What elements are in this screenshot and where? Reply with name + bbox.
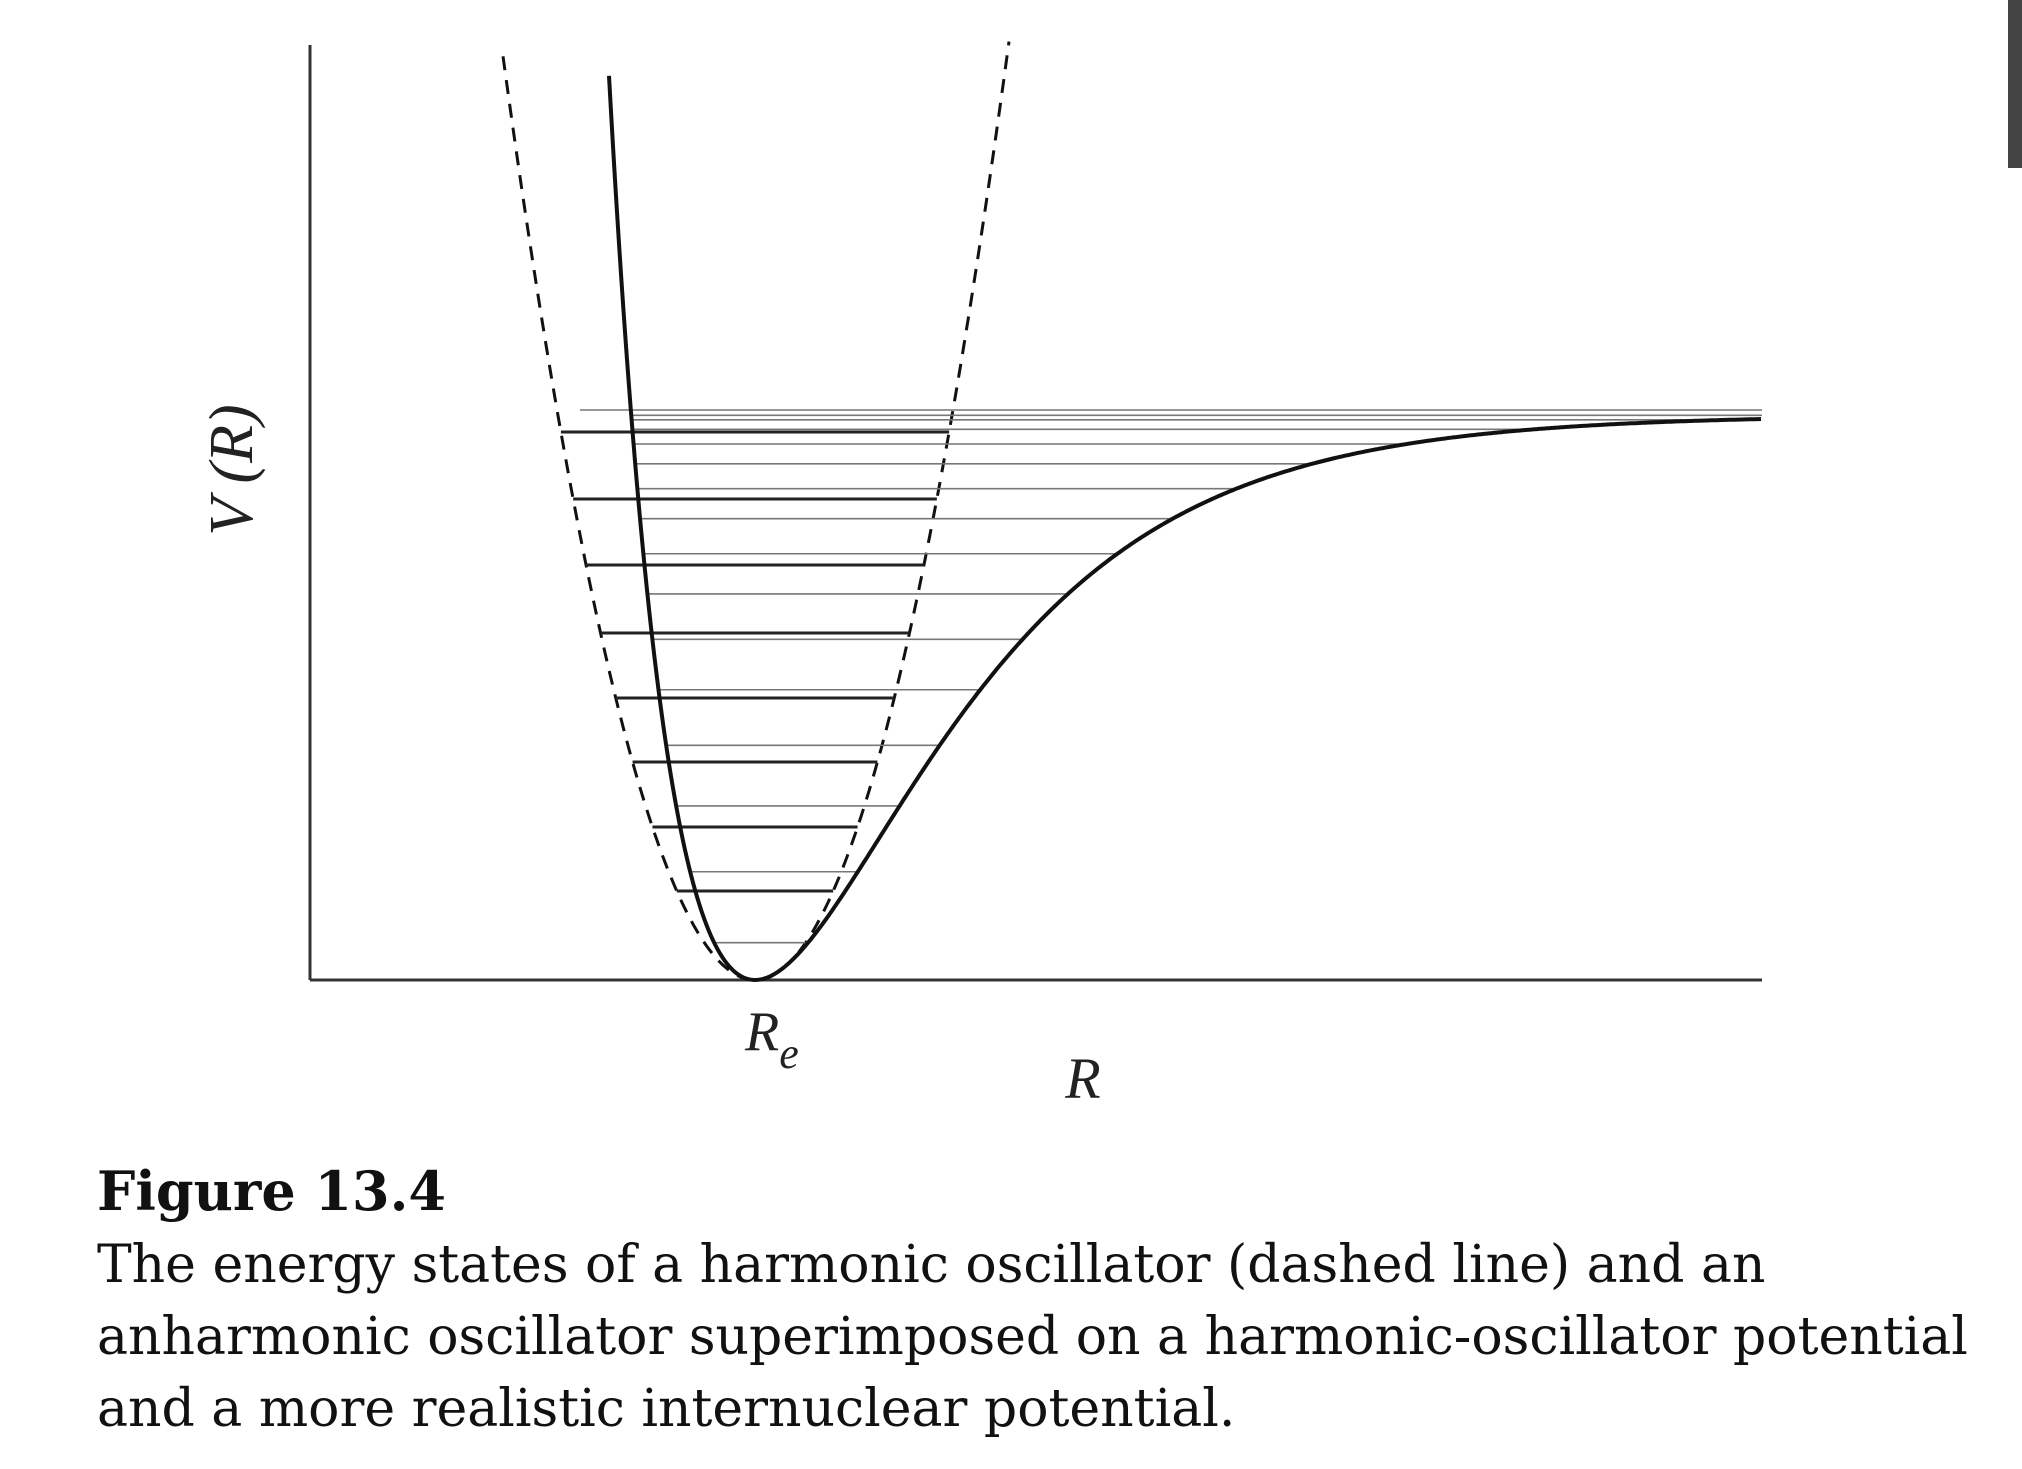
y-axis-label: V (R)	[198, 404, 266, 535]
harmonic-potential	[501, 41, 1011, 982]
caption-title: Figure 13.4	[97, 1159, 446, 1223]
x-axis-label: R	[1064, 1046, 1100, 1111]
diagram	[308, 41, 1762, 983]
re-sub: e	[779, 1029, 799, 1078]
caption-line: and a more realistic internuclear potent…	[97, 1379, 1235, 1439]
caption-line: The energy states of a harmonic oscillat…	[97, 1235, 1765, 1295]
re-label: Re	[744, 1001, 799, 1078]
caption-text: The energy states of a harmonic oscillat…	[97, 1235, 1968, 1439]
morse-potential	[607, 75, 1762, 983]
scrollbar[interactable]	[2008, 0, 2022, 168]
re-main: R	[744, 1001, 779, 1063]
caption-line: anharmonic oscillator superimposed on a …	[97, 1307, 1968, 1367]
